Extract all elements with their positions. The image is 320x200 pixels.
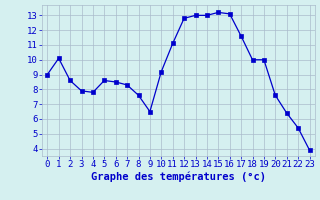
X-axis label: Graphe des températures (°c): Graphe des températures (°c) <box>91 172 266 182</box>
